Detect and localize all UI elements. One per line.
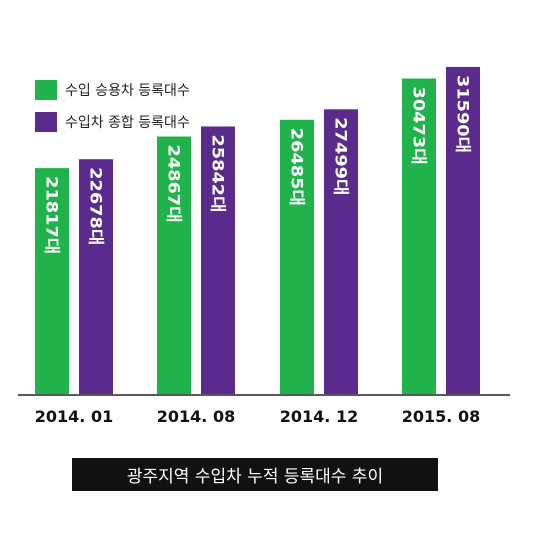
x-tick-label-0: 2014. 01 <box>35 407 113 426</box>
bar-value-label-commercial-1: 24867대 <box>165 145 184 223</box>
x-tick-label-2: 2014. 12 <box>280 407 358 426</box>
x-tick-label-1: 2014. 08 <box>157 407 235 426</box>
bar-total-1 <box>201 126 235 395</box>
x-tick-labels: 2014. 01 2014. 08 2014. 12 2015. 08 <box>35 407 480 426</box>
bar-commercial-3 <box>402 78 436 394</box>
bar-total-3 <box>446 66 480 394</box>
bar-value-label-total-2: 27499대 <box>332 117 351 195</box>
legend-item-commercial: 수입 승용차 등록대수 <box>35 80 190 100</box>
bar-commercial-0 <box>35 168 69 394</box>
bar-total-0 <box>79 159 113 394</box>
legend-swatch-commercial <box>35 80 57 100</box>
bar-value-label-commercial-0: 21817대 <box>43 176 62 254</box>
bars-group: 21817대 22678대 24867대 25842대 26485대 27499대 3047… <box>35 66 480 395</box>
bar-total-2 <box>324 109 358 394</box>
bar-value-label-total-1: 25842대 <box>209 134 228 212</box>
legend-label-total: 수입차 종합 등록대수 <box>65 115 190 131</box>
bar-commercial-2 <box>280 119 314 394</box>
legend: 수입 승용차 등록대수 수입차 종합 등록대수 <box>35 80 190 144</box>
x-tick-label-3: 2015. 08 <box>402 407 480 426</box>
bar-value-label-commercial-2: 26485대 <box>288 128 307 206</box>
bar-value-label-commercial-3: 30473대 <box>410 87 429 165</box>
bar-commercial-1 <box>157 136 191 394</box>
bar-value-label-total-3: 31590대 <box>454 75 473 153</box>
legend-label-commercial: 수입 승용차 등록대수 <box>65 83 190 99</box>
legend-swatch-total <box>35 112 57 132</box>
chart-caption: 광주지역 수입차 누적 등록대수 추이 <box>72 458 438 491</box>
legend-item-total: 수입차 종합 등록대수 <box>35 112 190 132</box>
bar-value-label-total-0: 22678대 <box>87 167 106 245</box>
